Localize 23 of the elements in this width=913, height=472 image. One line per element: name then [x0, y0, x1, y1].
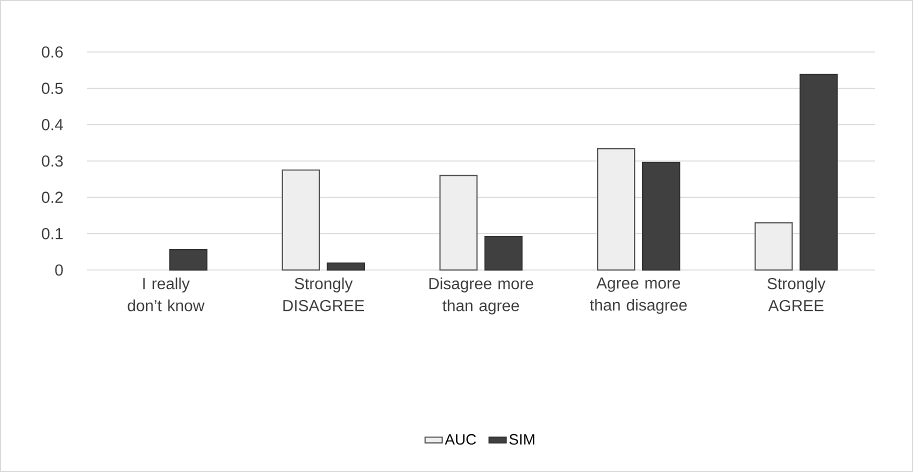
legend-label: SIM: [509, 434, 534, 445]
y-tick-label: 0.3: [42, 155, 63, 167]
x-tick-label: Disagree more than agree: [429, 278, 534, 314]
y-tick-label: 0.4: [42, 119, 63, 130]
bar: [169, 249, 208, 271]
bar: [282, 169, 320, 271]
bar: [800, 74, 838, 271]
bar: [326, 262, 366, 271]
y-tick-label: 0.6: [42, 46, 63, 58]
x-tick-label: Strongly DISAGREE: [283, 278, 364, 312]
y-tick-label: 0.1: [42, 228, 63, 240]
y-tick-label: 0.2: [42, 192, 63, 203]
bar: [597, 148, 636, 271]
y-tick-label: 0: [55, 264, 63, 276]
x-tick-label: I really don’t know: [128, 278, 205, 312]
y-tick-label: 0.5: [42, 82, 63, 94]
bar: [754, 222, 793, 271]
bar: [642, 162, 680, 271]
legend-label: AUC: [444, 434, 476, 445]
x-tick-label: Strongly AGREE: [768, 278, 826, 312]
x-tick-label: Agree more than disagree: [590, 278, 687, 314]
bar: [439, 174, 478, 271]
bar: [484, 236, 523, 271]
